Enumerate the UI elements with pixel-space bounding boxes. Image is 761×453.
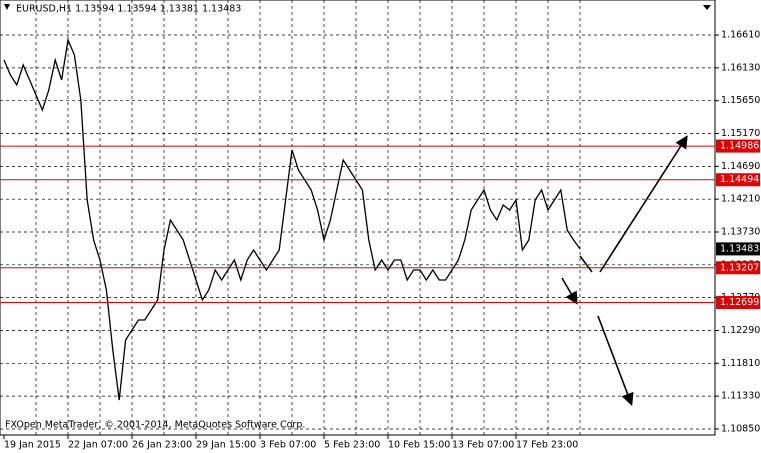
level-label-box	[716, 173, 760, 187]
x-tick-label: 13 Feb 07:00	[452, 440, 514, 451]
grid	[0, 0, 715, 435]
y-tick-label: 1.16130	[721, 62, 760, 73]
forecast-arrows	[561, 135, 688, 406]
level-label: 1.14986	[720, 141, 759, 152]
arrow	[597, 315, 634, 406]
arrow	[561, 277, 578, 305]
x-tick-label: 26 Jan 23:00	[132, 440, 192, 451]
chart-title: EURUSD,H1 1.13594 1.13594 1.13381 1.1348…	[16, 4, 241, 15]
price-line	[3, 37, 581, 401]
arrow	[599, 135, 688, 273]
y-tick-label: 1.11330	[721, 391, 760, 402]
y-tick-label: 1.15650	[721, 95, 760, 106]
x-tick-label: 17 Feb 23:00	[516, 440, 578, 451]
arrow	[579, 255, 593, 273]
x-tick-label: 10 Feb 15:00	[388, 440, 450, 451]
symbol-icon	[4, 4, 10, 10]
y-tick-label: 1.10850	[721, 423, 760, 434]
x-tick-label: 3 Feb 07:00	[260, 440, 316, 451]
y-tick-label: 1.14210	[721, 194, 760, 205]
marks	[0, 37, 715, 401]
level-label: 1.13207	[720, 262, 759, 273]
level-label-box	[716, 139, 760, 153]
x-tick-label: 19 Jan 2015	[4, 440, 61, 451]
y-tick-label: 1.13730	[721, 227, 760, 238]
level-label: 1.12699	[720, 297, 759, 308]
level-label-box	[716, 296, 760, 310]
last-price-box	[716, 242, 760, 256]
x-tick-label: 29 Jan 15:00	[196, 440, 256, 451]
y-tick-label: 1.14690	[721, 161, 760, 172]
plot-frame	[0, 0, 716, 436]
y-tick-label: 1.15170	[721, 128, 760, 139]
last-price-label: 1.13483	[720, 243, 759, 254]
copyright: FXOpen MetaTrader, © 2001-2014, MetaQuot…	[5, 420, 305, 431]
x-tick-label: 5 Feb 23:00	[324, 440, 380, 451]
shift-icon	[703, 5, 711, 10]
x-tick-label: 22 Jan 07:00	[68, 440, 128, 451]
level-label-box	[716, 261, 760, 275]
y-tick-label: 1.12290	[721, 325, 760, 336]
y-tick-label: 1.16610	[721, 30, 760, 41]
level-label: 1.14494	[720, 174, 759, 185]
y-tick-label: 1.11810	[721, 358, 760, 369]
